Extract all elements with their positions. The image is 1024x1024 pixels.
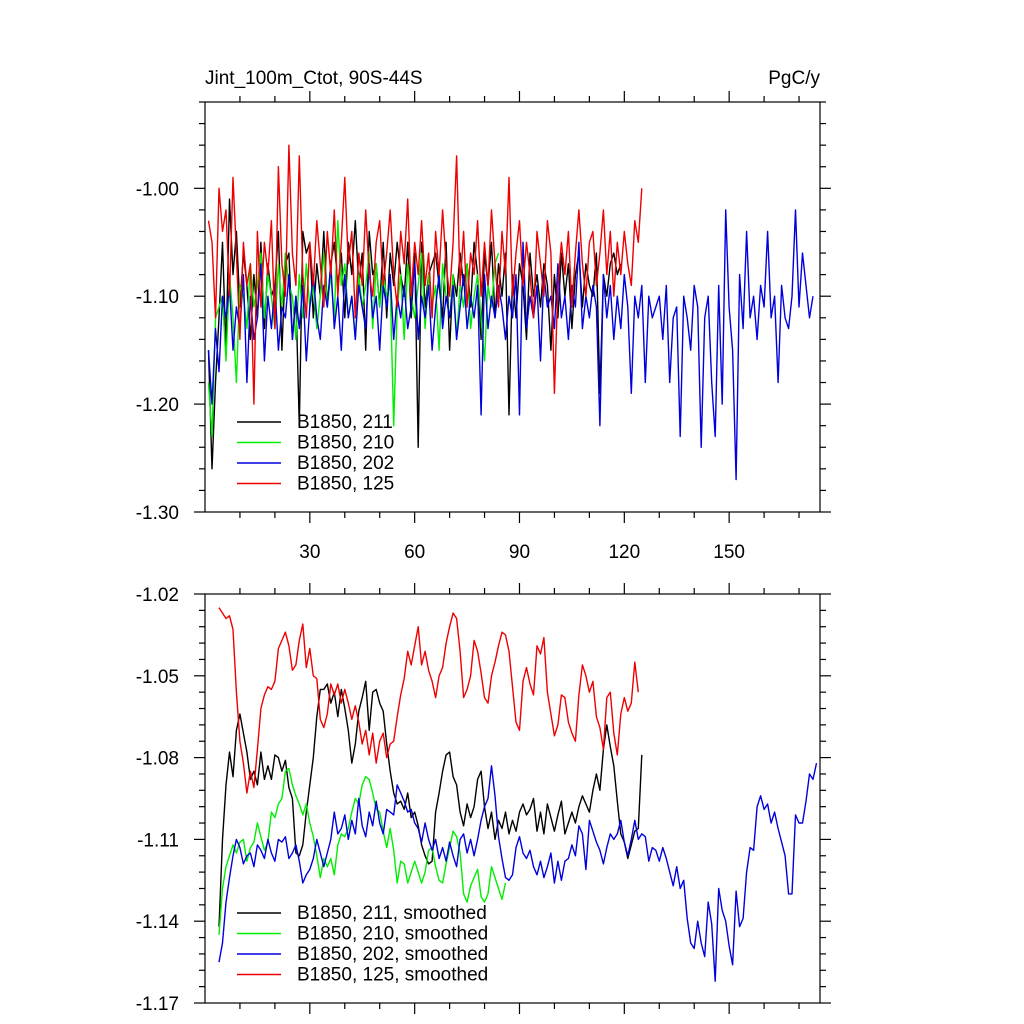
x-tick-label: 60 xyxy=(404,542,425,563)
legend-label: B1850, 211, smoothed xyxy=(297,903,487,924)
bottom-panel: -1.17 -1.14 -1.11 -1.08 -1.05 -1.02 B1850, 211… xyxy=(136,583,831,1015)
series-line-b1850-125 xyxy=(207,144,643,405)
y-tick-label: -1.17 xyxy=(136,994,179,1015)
y-tick-label: -1.14 xyxy=(136,912,180,933)
y-tick-label: -1.11 xyxy=(137,830,179,851)
plot-frame xyxy=(204,593,821,1004)
y-tick-label: -1.00 xyxy=(136,179,179,200)
legend-label: B1850, 210 xyxy=(297,433,394,454)
x-tick-label: 120 xyxy=(608,542,640,563)
series-line-b1850-211-smoothed xyxy=(218,680,643,927)
y-tick-label: -1.30 xyxy=(136,503,179,524)
y-tick-label: -1.02 xyxy=(136,585,179,606)
x-tick-label: 30 xyxy=(299,542,320,563)
legend-label: B1850, 211 xyxy=(297,412,393,433)
legend-label: B1850, 210, smoothed xyxy=(297,924,488,945)
legend-label: B1850, 125, smoothed xyxy=(297,965,488,986)
legend-label: B1850, 202, smoothed xyxy=(297,944,488,965)
legend-label: B1850, 202 xyxy=(297,453,394,474)
units-label: PgC/y xyxy=(768,68,820,89)
chart-title: Jint_100m_Ctot, 90S-44S xyxy=(205,68,423,89)
y-tick-label: -1.10 xyxy=(136,287,179,308)
y-tick-label: -1.08 xyxy=(136,749,179,770)
top-panel: 30 60 90 120 150 -1.30 -1.20 -1.10 -1.00 Jint_100… xyxy=(136,68,831,563)
plot-frame xyxy=(204,101,821,513)
series-line-b1850-125-smoothed xyxy=(218,607,639,794)
series-line-b1850-202 xyxy=(207,209,814,481)
legend-label: B1850, 125 xyxy=(297,474,394,495)
x-tick-label: 150 xyxy=(713,542,745,563)
y-tick-label: -1.05 xyxy=(136,667,179,688)
y-tick-label: -1.20 xyxy=(136,395,179,416)
series-line-b1850-202-smoothed xyxy=(218,762,818,982)
x-tick-label: 90 xyxy=(509,542,530,563)
